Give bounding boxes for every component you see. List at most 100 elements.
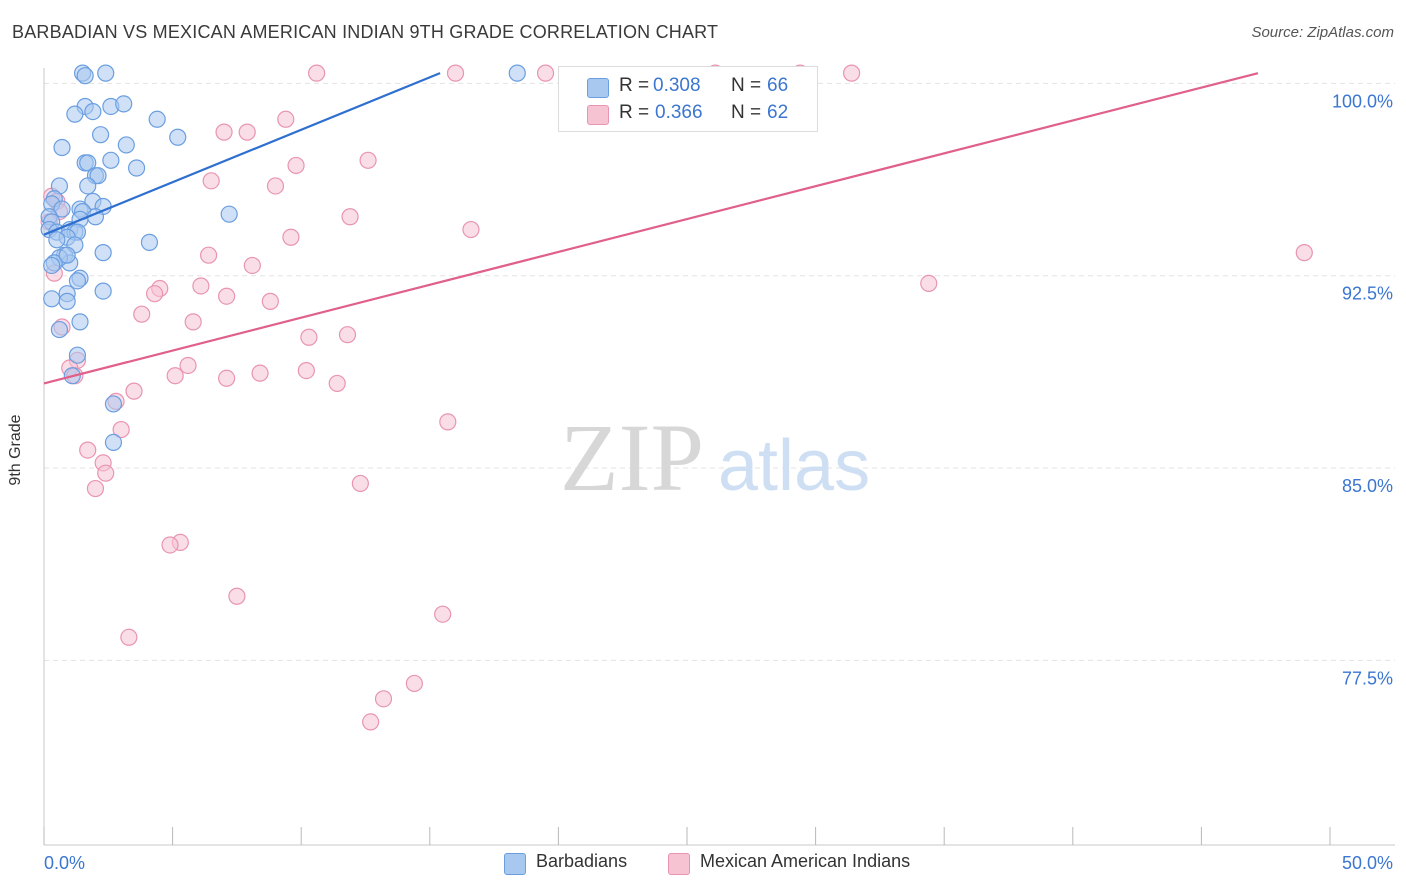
- trend-line-mexican-american-indians: [43, 72, 1259, 385]
- data-point-barbadians: [68, 346, 87, 364]
- correlation-legend: R = 0.308 N = 66 R = 0.366 N = 62: [558, 66, 818, 132]
- legend-swatch-pink: [668, 853, 690, 875]
- data-point-mexican-american-indians: [843, 64, 861, 82]
- data-point-barbadians: [148, 110, 166, 128]
- data-point-mexican-american-indians: [405, 674, 423, 693]
- data-point-barbadians: [117, 136, 135, 154]
- data-point-mexican-american-indians: [192, 277, 210, 295]
- y-tick-label: 77.5%: [1342, 668, 1393, 688]
- data-point-mexican-american-indians: [439, 413, 457, 431]
- data-point-mexican-american-indians: [282, 228, 300, 246]
- legend-n-value: 62: [767, 102, 789, 123]
- data-point-mexican-american-indians: [434, 605, 452, 623]
- data-point-barbadians: [94, 244, 112, 262]
- data-point-mexican-american-indians: [287, 156, 305, 175]
- y-tick-label: 100.0%: [1332, 91, 1393, 111]
- data-point-barbadians: [97, 64, 115, 82]
- trend-lines: [43, 72, 1259, 385]
- legend-r-label: R =: [619, 102, 650, 123]
- data-point-barbadians: [43, 290, 61, 308]
- data-point-mexican-american-indians: [120, 628, 138, 646]
- data-point-mexican-american-indians: [145, 285, 164, 303]
- data-point-barbadians: [66, 105, 84, 123]
- data-point-mexican-american-indians: [125, 382, 143, 400]
- data-point-mexican-american-indians: [184, 313, 202, 331]
- data-point-mexican-american-indians: [338, 326, 357, 344]
- data-point-barbadians: [53, 138, 71, 157]
- data-point-mexican-american-indians: [228, 587, 246, 605]
- data-point-barbadians: [102, 151, 120, 169]
- data-point-mexican-american-indians: [112, 420, 130, 439]
- legend-swatch-blue: [587, 78, 609, 98]
- data-point-barbadians: [127, 159, 146, 177]
- gridlines: [44, 82, 1395, 661]
- data-point-barbadians: [48, 231, 66, 249]
- y-tick-label: 85.0%: [1342, 476, 1393, 496]
- source-label: Source: ZipAtlas.com: [1251, 24, 1394, 41]
- legend-n-label: N =: [731, 102, 762, 123]
- data-point-mexican-american-indians: [297, 361, 315, 380]
- series-mexican-american-indians: [40, 64, 1313, 731]
- watermark-atlas: atlas: [718, 426, 870, 506]
- data-point-barbadians: [71, 313, 89, 331]
- legend-r-label: R =: [619, 75, 650, 96]
- data-point-mexican-american-indians: [79, 441, 97, 459]
- data-point-mexican-american-indians: [179, 356, 197, 375]
- data-point-mexican-american-indians: [462, 220, 480, 239]
- data-point-mexican-american-indians: [218, 287, 236, 305]
- tick-labels: 100.0% 92.5% 85.0% 77.5% 0.0% 50.0%: [44, 91, 1393, 873]
- watermark-zip: ZIP: [560, 404, 704, 511]
- data-point-mexican-american-indians: [218, 369, 236, 387]
- legend-swatch-blue: [504, 853, 526, 875]
- data-point-barbadians: [76, 67, 94, 85]
- x-tick-label: 50.0%: [1342, 853, 1393, 873]
- data-point-mexican-american-indians: [202, 172, 220, 190]
- data-point-barbadians: [94, 282, 112, 300]
- data-point-mexican-american-indians: [238, 123, 256, 141]
- data-point-barbadians: [50, 320, 69, 339]
- data-point-mexican-american-indians: [166, 367, 184, 385]
- legend-item-barbadians: Barbadians: [504, 851, 644, 877]
- data-point-mexican-american-indians: [308, 64, 326, 82]
- data-point-mexican-american-indians: [374, 690, 393, 708]
- legend-n-label: N =: [731, 75, 762, 96]
- data-point-mexican-american-indians: [200, 246, 218, 264]
- data-point-mexican-american-indians: [266, 177, 285, 195]
- data-point-barbadians: [58, 292, 76, 310]
- data-point-barbadians: [220, 205, 238, 223]
- data-point-barbadians: [58, 246, 76, 264]
- axes: [43, 68, 1395, 846]
- legend-n-value: 66: [767, 75, 789, 96]
- data-point-barbadians: [79, 177, 97, 195]
- data-point-mexican-american-indians: [328, 374, 346, 393]
- data-point-mexican-american-indians: [362, 713, 380, 731]
- data-point-barbadians: [508, 64, 526, 82]
- data-point-mexican-american-indians: [536, 64, 555, 82]
- data-point-mexican-american-indians: [97, 464, 115, 482]
- legend-r-value: 0.308: [653, 75, 701, 96]
- legend-row-mexican-american-indians: R = 0.366 N = 62: [559, 102, 817, 128]
- data-point-barbadians: [43, 256, 61, 275]
- legend-label-barbadians: Barbadians: [536, 851, 628, 871]
- data-point-mexican-american-indians: [300, 328, 318, 346]
- data-point-barbadians: [104, 395, 123, 413]
- legend-r-value: 0.366: [655, 102, 703, 123]
- chart-title: BARBADIAN VS MEXICAN AMERICAN INDIAN 9TH…: [12, 22, 719, 42]
- legend-swatch-pink: [587, 105, 609, 125]
- data-point-barbadians: [68, 272, 87, 290]
- data-point-mexican-american-indians: [1295, 244, 1313, 262]
- data-point-barbadians: [79, 154, 97, 172]
- legend-item-mexican-american-indians: Mexican American Indians: [668, 851, 948, 877]
- series-barbadians: [40, 64, 526, 451]
- data-point-mexican-american-indians: [446, 64, 465, 82]
- x-tick-label: 0.0%: [44, 853, 85, 873]
- data-point-mexican-american-indians: [359, 151, 377, 169]
- data-point-barbadians: [115, 95, 133, 113]
- data-point-mexican-american-indians: [161, 536, 179, 554]
- data-point-mexican-american-indians: [341, 208, 359, 226]
- data-point-mexican-american-indians: [261, 292, 279, 310]
- data-point-mexican-american-indians: [277, 110, 295, 128]
- data-point-barbadians: [169, 128, 187, 146]
- data-point-barbadians: [53, 200, 71, 218]
